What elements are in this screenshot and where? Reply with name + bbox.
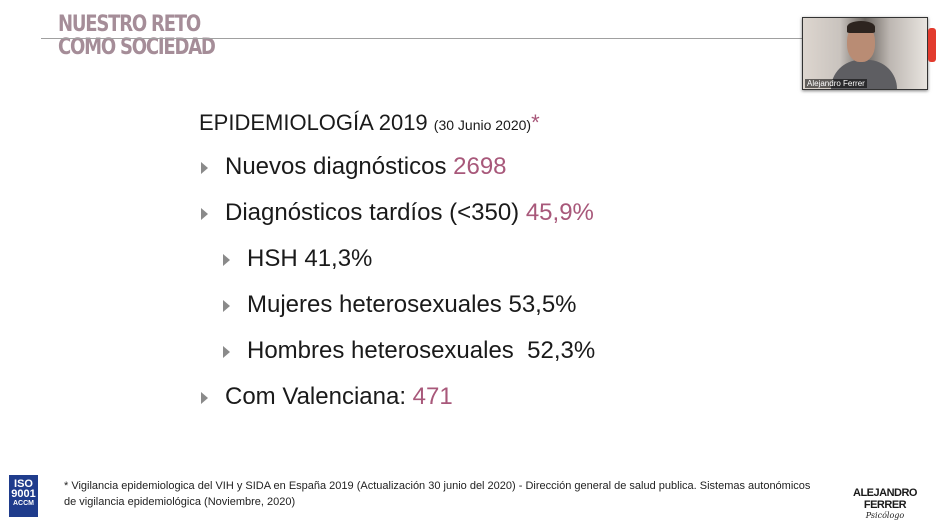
participant-video[interactable]: Alejandro Ferrer (802, 17, 928, 90)
bullet-label: Nuevos diagnósticos (225, 153, 454, 180)
iso-text: ISO (14, 478, 33, 490)
triangle-bullet-icon (223, 254, 230, 266)
bullet-label: HSH 41,3% (247, 245, 373, 272)
triangle-bullet-icon (223, 346, 230, 358)
bullet-value: 471 (412, 383, 453, 410)
iso-text: ACCM (13, 500, 34, 507)
triangle-bullet-icon (223, 300, 230, 312)
section-heading: EPIDEMIOLOGÍA 2019 (30 Junio 2020)* (199, 108, 595, 140)
triangle-bullet-icon (201, 392, 208, 404)
sub-bullet-item: HSH 41,3% (199, 244, 595, 290)
footnote-line: de vigilancia epidemiológica (Noviembre,… (64, 496, 296, 508)
title-line: COMO SOCIEDAD (58, 35, 216, 60)
brand-subtitle: Psicólogo (865, 511, 905, 520)
bullet-label: Hombres heterosexuales 52,3% (247, 337, 596, 364)
brand-logo: ALEJANDRO FERRER Psicólogo (834, 487, 936, 520)
heading-text: EPIDEMIOLOGÍA 2019 (199, 110, 434, 135)
participant-name: Alejandro Ferrer (805, 79, 867, 88)
heading-date: (30 Junio 2020) (433, 117, 532, 133)
red-mark (928, 28, 936, 62)
bullet-label: Diagnósticos tardíos (<350) (225, 199, 526, 226)
iso-text: 9001 (11, 488, 36, 500)
divider (41, 38, 936, 39)
footnote: * Vigilancia epidemiologica del VIH y SI… (64, 478, 814, 510)
video-person-hair (847, 21, 875, 33)
sub-bullet-item: Hombres heterosexuales 52,3% (199, 336, 595, 382)
iso-logo: ISO 9001 ACCM (9, 475, 38, 517)
bullet-value: 2698 (453, 153, 507, 180)
slide-content: EPIDEMIOLOGÍA 2019 (30 Junio 2020)* Nuev… (199, 108, 595, 428)
bullet-item: Diagnósticos tardíos (<350) 45,9% (199, 198, 595, 244)
title-line: NUESTRO RETO (58, 12, 201, 37)
bullet-item: Com Valenciana: 471 (199, 382, 595, 428)
triangle-bullet-icon (201, 162, 208, 174)
bullet-label: Com Valenciana: (225, 383, 413, 410)
brand-name: ALEJANDRO FERRER (853, 487, 917, 511)
bullet-item: Nuevos diagnósticos 2698 (199, 152, 595, 198)
triangle-bullet-icon (201, 208, 208, 220)
bullet-value: 45,9% (525, 199, 594, 226)
footnote-line: * Vigilancia epidemiologica del VIH y SI… (64, 480, 811, 492)
bullet-label: Mujeres heterosexuales 53,5% (247, 291, 577, 318)
slide-title: NUESTRO RETO COMO SOCIEDAD (58, 12, 216, 60)
footnote-asterisk: * (531, 110, 540, 135)
sub-bullet-item: Mujeres heterosexuales 53,5% (199, 290, 595, 336)
